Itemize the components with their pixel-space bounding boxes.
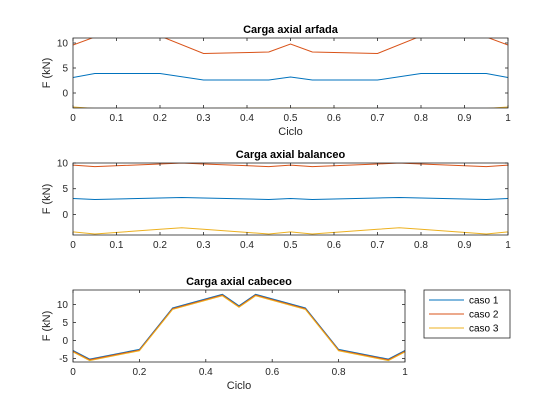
chart-title: Carga axial arfada: [243, 24, 339, 36]
x-tick-label: 0.2: [153, 240, 167, 251]
series-line-2: [73, 294, 405, 361]
x-tick-label: 0.8: [414, 240, 428, 251]
series-line-1: [73, 293, 405, 360]
x-tick-label: 0.2: [153, 113, 167, 124]
series-line-3: [73, 227, 508, 235]
x-tick-label: 1: [402, 367, 408, 378]
x-tick-label: 0.8: [332, 367, 346, 378]
x-tick-label: 0.6: [327, 240, 341, 251]
x-tick-label: 0.6: [327, 113, 341, 124]
x-axis-label: Ciclo: [227, 380, 251, 392]
legend-entry-caso-2: caso 2: [469, 310, 499, 321]
legend: caso 1 caso 2 caso 3: [423, 289, 511, 339]
x-tick-label: 0.4: [240, 113, 254, 124]
x-tick-label: 0.7: [371, 240, 385, 251]
x-tick-label: 0.6: [265, 367, 279, 378]
y-tick-label: 5: [62, 184, 68, 195]
x-tick-label: 0.9: [458, 240, 472, 251]
x-tick-label: 1: [505, 113, 511, 124]
x-tick-label: 0.4: [199, 367, 213, 378]
plot-area: [73, 290, 405, 362]
series-line-1: [73, 196, 508, 201]
series-line-1: [73, 73, 508, 81]
x-tick-label: 0.2: [132, 367, 146, 378]
axes-box: [72, 289, 406, 363]
x-tick-label: 0.1: [110, 240, 124, 251]
y-axis-label: F (kN): [41, 311, 53, 342]
series-line-3: [73, 295, 405, 362]
y-axis-label: F (kN): [41, 184, 53, 215]
x-tick-label: 0.5: [284, 113, 298, 124]
chart-title: Carga axial cabeceo: [186, 276, 292, 288]
x-tick-label: 0: [70, 113, 76, 124]
y-tick-label: 5: [62, 318, 68, 329]
x-tick-label: 0.4: [240, 240, 254, 251]
series-group: [73, 293, 405, 362]
y-tick-label: 0: [62, 336, 68, 347]
x-tick-label: 1: [505, 240, 511, 251]
x-tick-label: 0.1: [110, 113, 124, 124]
x-tick-label: 0.9: [458, 113, 472, 124]
x-tick-label: 0.3: [197, 240, 211, 251]
legend-entry-caso-3: caso 3: [469, 324, 499, 335]
y-tick-label: 0: [62, 210, 68, 221]
y-tick-label: 5: [62, 64, 68, 75]
y-tick-label: 10: [57, 159, 69, 170]
y-tick-label: -5: [59, 354, 68, 365]
x-tick-label: 0.5: [284, 240, 298, 251]
x-axis-label: Ciclo: [278, 126, 302, 138]
y-tick-label: 10: [57, 39, 69, 50]
x-tick-label: 0.3: [197, 113, 211, 124]
x-tick-label: 0: [70, 367, 76, 378]
x-tick-label: 0.8: [414, 113, 428, 124]
y-axis-label: F (kN): [41, 58, 53, 89]
chart-title: Carga axial balanceo: [236, 149, 346, 161]
series-line-2: [73, 38, 508, 55]
series-group: [73, 38, 508, 108]
y-tick-label: 0: [62, 89, 68, 100]
legend-entry-caso-1: caso 1: [469, 296, 499, 307]
x-tick-label: 0: [70, 240, 76, 251]
x-tick-label: 0.7: [371, 113, 385, 124]
y-tick-label: 10: [57, 300, 69, 311]
